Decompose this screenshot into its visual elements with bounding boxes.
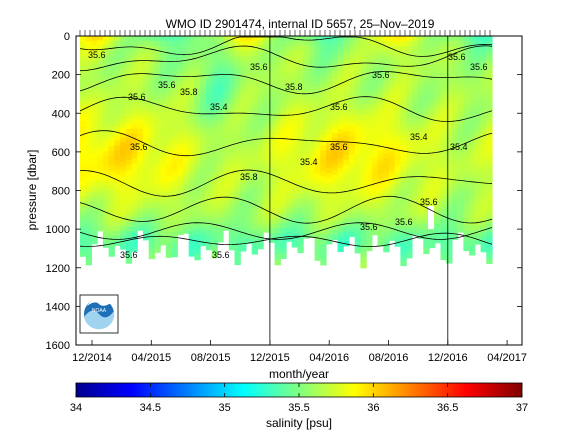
svg-text:35.8: 35.8 — [285, 82, 303, 92]
svg-text:35.4: 35.4 — [450, 142, 468, 152]
x-tick-label: 12/2016 — [428, 352, 468, 364]
x-axis-label: month/year — [269, 367, 329, 381]
colorbar-tick-label: 34 — [70, 402, 82, 414]
vertical-markers — [269, 36, 449, 345]
chart-title: WMO ID 2901474, internal ID 5657, 25–Nov… — [166, 17, 435, 31]
y-tick-label: 1000 — [46, 224, 70, 236]
profile-ticks — [79, 30, 491, 36]
svg-text:35.4: 35.4 — [210, 102, 228, 112]
colorbar: 34 34.5 35 35.5 36 36.5 37 salinity [psu] — [70, 382, 528, 430]
svg-text:35.6: 35.6 — [470, 62, 488, 72]
svg-text:35.6: 35.6 — [250, 62, 268, 72]
svg-text:NOAA: NOAA — [92, 308, 107, 314]
svg-text:35.8: 35.8 — [180, 87, 198, 97]
colorbar-tick-label: 34.5 — [140, 402, 161, 414]
x-tick-label: 04/2015 — [131, 352, 171, 364]
y-tick-label: 1200 — [46, 263, 70, 275]
y-tick-label: 600 — [52, 147, 70, 159]
svg-text:35.4: 35.4 — [410, 132, 428, 142]
svg-text:35.6: 35.6 — [330, 142, 348, 152]
y-axis-label: pressure [dbar] — [25, 150, 39, 231]
svg-text:35.6: 35.6 — [448, 52, 466, 62]
svg-text:35.8: 35.8 — [240, 172, 258, 182]
y-axis: 0 200 400 600 800 1000 1200 1400 1600 — [46, 31, 522, 352]
svg-text:35.6: 35.6 — [372, 70, 390, 80]
contour-lines — [79, 36, 493, 247]
y-tick-label: 0 — [64, 31, 70, 43]
colorbar-tick-label: 35.5 — [288, 402, 309, 414]
colorbar-tick-label: 36.5 — [437, 402, 458, 414]
svg-text:35.6: 35.6 — [420, 197, 438, 207]
y-tick-label: 1600 — [46, 340, 70, 352]
noaa-logo: NOAA — [79, 294, 119, 334]
svg-text:35.6: 35.6 — [395, 217, 413, 227]
plot-area: 35.6 35.6 35.6 35.4 35.6 35.8 35.6 35.6 35.4 35.6… — [75, 30, 523, 346]
svg-text:35.6: 35.6 — [158, 80, 176, 90]
salinity-field — [80, 36, 493, 269]
x-tick-label: 08/2015 — [191, 352, 231, 364]
x-tick-label: 12/2014 — [72, 352, 112, 364]
colorbar-tick-label: 35 — [219, 402, 231, 414]
x-axis: 12/2014 04/2015 08/2015 12/2015 04/2016 08/20… — [72, 340, 527, 364]
colorbar-tick-label: 36 — [367, 402, 379, 414]
svg-text:35.6: 35.6 — [360, 222, 378, 232]
contour-labels: 35.6 35.6 35.6 35.4 35.6 35.8 35.6 35.6 35.4 35.6… — [88, 50, 488, 260]
x-tick-label: 04/2017 — [487, 352, 527, 364]
svg-text:35.6: 35.6 — [88, 50, 106, 60]
svg-text:35.6: 35.6 — [130, 142, 148, 152]
x-tick-label: 12/2015 — [250, 352, 290, 364]
svg-text:35.6: 35.6 — [330, 102, 348, 112]
svg-text:35.4: 35.4 — [300, 157, 318, 167]
x-tick-label: 04/2016 — [309, 352, 349, 364]
svg-text:35.6: 35.6 — [212, 250, 230, 260]
svg-text:35.6: 35.6 — [128, 92, 146, 102]
y-tick-label: 400 — [52, 108, 70, 120]
colorbar-tick-label: 37 — [516, 402, 528, 414]
y-tick-label: 1400 — [46, 301, 70, 313]
colorbar-label: salinity [psu] — [266, 416, 332, 430]
svg-text:35.6: 35.6 — [120, 250, 138, 260]
x-tick-label: 08/2016 — [369, 352, 409, 364]
y-tick-label: 800 — [52, 186, 70, 198]
colorbar-ticks: 34 34.5 35 35.5 36 36.5 37 — [70, 383, 528, 414]
y-tick-label: 200 — [52, 70, 70, 82]
